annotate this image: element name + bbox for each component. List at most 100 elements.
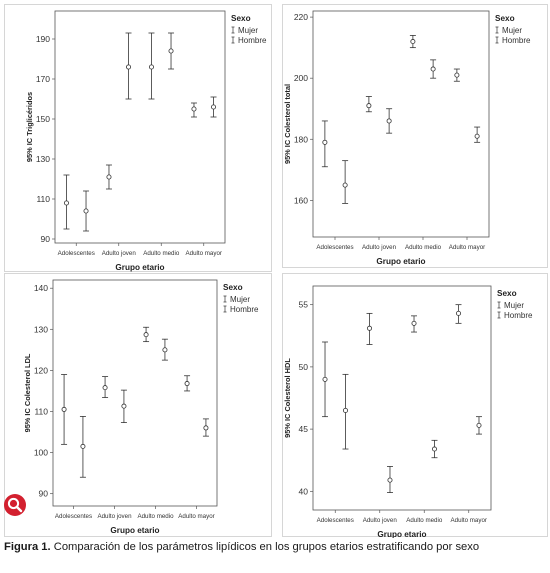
legend-label: Mujer — [504, 301, 524, 310]
y-tick-label: 90 — [39, 489, 49, 499]
plot-frame — [52, 279, 218, 507]
mean-point-hombre — [430, 66, 436, 72]
x-tick-label: Adulto joven — [363, 517, 398, 524]
mean-point-mujer — [411, 320, 417, 326]
y-tick-label: 190 — [36, 34, 50, 44]
y-tick-label: 180 — [294, 134, 308, 144]
legend-label: Hombre — [230, 305, 259, 314]
mean-point-hombre — [387, 477, 393, 483]
legend-title: Sexo — [495, 14, 515, 23]
mean-point-hombre — [121, 403, 127, 409]
y-axis-label: 95% IC Colesterol HDL — [283, 358, 292, 438]
x-tick-label: Adulto mayor — [178, 513, 214, 520]
legend-label: Hombre — [238, 36, 267, 45]
legend-label: Mujer — [238, 26, 258, 35]
y-axis-label: 95% IC Colesterol total — [283, 84, 292, 164]
plot-frame — [312, 10, 490, 238]
mean-point-hombre — [342, 182, 348, 188]
legend-label: Mujer — [502, 26, 522, 35]
y-tick-label: 110 — [34, 406, 48, 416]
y-tick-label: 170 — [36, 74, 50, 84]
legend-title: Sexo — [497, 289, 517, 298]
y-tick-label: 50 — [299, 362, 309, 372]
x-tick-label: Adulto mayor — [451, 517, 487, 524]
mean-point-mujer — [454, 72, 460, 78]
x-tick-label: Adulto mayor — [186, 250, 222, 257]
y-tick-label: 55 — [299, 300, 309, 310]
chart-svg: 160 180 200 220 Adolescentes Adulto joven Adul… — [283, 10, 531, 266]
y-tick-label: 130 — [36, 154, 50, 164]
x-tick-label: Adulto mayor — [449, 244, 485, 251]
y-axis-label: 95% IC Colesterol LDL — [23, 353, 32, 432]
mean-point-mujer — [322, 376, 328, 382]
mean-point-hombre — [431, 446, 437, 452]
chart-svg: 90 110 130 150 170 190 Adolescentes Adulto jove… — [25, 10, 267, 272]
caption-prefix: Figura 1. — [4, 541, 51, 553]
x-tick-label: Adulto joven — [97, 513, 132, 520]
mean-point-hombre — [83, 208, 89, 214]
x-tick-label: Adulto medio — [405, 244, 442, 251]
y-tick-label: 40 — [299, 486, 309, 496]
x-axis-label: Grupo etario — [115, 263, 164, 272]
mean-point-mujer — [148, 64, 154, 70]
chart-panel-colesterol-total: 160 180 200 220 Adolescentes Adulto joven Adul… — [282, 4, 548, 268]
y-tick-label: 150 — [36, 114, 50, 124]
x-tick-label: Adolescentes — [316, 244, 353, 251]
chart-svg: 40 45 50 55 Adolescentes Adulto joven Adulto m… — [283, 285, 533, 538]
mean-point-hombre — [211, 104, 217, 110]
mean-point-hombre — [80, 443, 86, 449]
x-axis-label: Grupo etario — [377, 530, 426, 538]
y-tick-label: 140 — [34, 283, 48, 293]
y-tick-label: 200 — [294, 73, 308, 83]
x-tick-label: Adolescentes — [58, 250, 95, 257]
y-tick-label: 120 — [34, 365, 48, 375]
magnifier-icon — [7, 497, 23, 513]
caption-text: Comparación de los parámetros lipídicos … — [50, 541, 480, 553]
mean-point-mujer — [63, 200, 69, 206]
x-axis-label: Grupo etario — [376, 257, 425, 266]
plot-frame — [312, 285, 492, 511]
mean-point-mujer — [191, 106, 197, 112]
mean-point-mujer — [456, 310, 462, 316]
mean-point-hombre — [474, 133, 480, 139]
legend-title: Sexo — [223, 283, 243, 292]
chart-panel-colesterol-hdl: 40 45 50 55 Adolescentes Adulto joven Adulto m… — [282, 273, 548, 538]
zoom-button[interactable] — [4, 494, 26, 516]
chart-panel-trigliceridos: 90 110 130 150 170 190 Adolescentes Adulto jove… — [4, 4, 272, 272]
y-tick-label: 45 — [299, 424, 309, 434]
mean-point-mujer — [410, 39, 416, 45]
mean-point-mujer — [367, 325, 373, 331]
mean-point-hombre — [386, 118, 392, 124]
mean-point-hombre — [168, 48, 174, 54]
mean-point-hombre — [342, 407, 348, 413]
x-axis-label: Grupo etario — [110, 526, 159, 535]
plot-frame — [54, 10, 226, 244]
y-tick-label: 220 — [294, 12, 308, 22]
x-tick-label: Adolescentes — [55, 513, 92, 520]
x-tick-label: Adulto joven — [362, 244, 397, 251]
mean-point-mujer — [184, 381, 190, 387]
legend-label: Hombre — [502, 36, 531, 45]
mean-point-mujer — [106, 174, 112, 180]
y-tick-label: 130 — [34, 324, 48, 334]
legend-label: Hombre — [504, 311, 533, 320]
chart-svg: 90 100 110 120 130 140 Adolescentes Adulto jove… — [23, 279, 259, 535]
mean-point-hombre — [203, 425, 209, 431]
legend-title: Sexo — [231, 14, 251, 23]
y-tick-label: 100 — [34, 448, 48, 458]
legend-label: Mujer — [230, 295, 250, 304]
chart-panel-colesterol-ldl: 90 100 110 120 130 140 Adolescentes Adulto jove… — [4, 273, 272, 537]
y-tick-label: 90 — [41, 234, 51, 244]
mean-point-hombre — [162, 347, 168, 353]
mean-point-hombre — [126, 64, 132, 70]
y-tick-label: 110 — [36, 194, 50, 204]
mean-point-mujer — [322, 139, 328, 145]
mean-point-mujer — [61, 406, 67, 412]
x-tick-label: Adulto medio — [406, 517, 443, 524]
mean-point-hombre — [476, 422, 482, 428]
x-tick-label: Adulto joven — [102, 250, 137, 257]
x-tick-label: Adolescentes — [317, 517, 354, 524]
y-axis-label: 95% IC Triglicéridos — [25, 92, 34, 162]
mean-point-mujer — [366, 103, 372, 109]
mean-point-mujer — [102, 385, 108, 391]
